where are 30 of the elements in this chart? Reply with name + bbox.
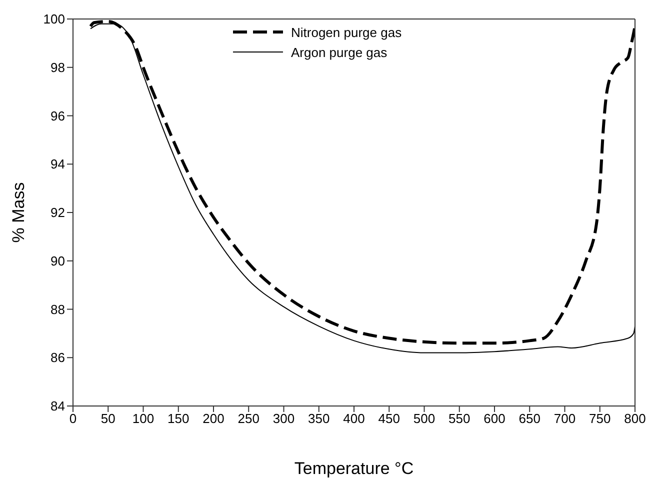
x-tick-label: 400: [343, 411, 365, 426]
x-tick-label: 0: [69, 411, 77, 426]
x-tick-label: 100: [132, 411, 154, 426]
y-tick-label: 94: [50, 156, 65, 172]
x-tick-label: 550: [448, 411, 470, 426]
legend-label: Nitrogen purge gas: [291, 24, 402, 40]
x-tick-label: 750: [589, 411, 611, 426]
y-tick-label: 98: [50, 60, 65, 75]
y-tick-label: 90: [50, 253, 65, 268]
x-tick-label: 800: [624, 411, 646, 426]
x-axis-title: Temperature °C: [294, 459, 414, 478]
y-tick-label: 92: [50, 205, 65, 220]
x-tick-label: 650: [518, 411, 540, 426]
x-tick-label: 350: [308, 411, 330, 426]
x-tick-label: 150: [168, 411, 190, 426]
x-tick-label: 700: [554, 411, 576, 426]
y-tick-label: 84: [50, 398, 65, 414]
x-tick-label: 500: [413, 411, 436, 426]
x-tick-label: 50: [100, 411, 116, 426]
x-tick-label: 200: [202, 411, 224, 426]
x-tick-label: 250: [238, 411, 260, 426]
x-tick-label: 450: [378, 411, 400, 426]
y-tick-label: 100: [43, 12, 65, 27]
y-axis-title: % Mass: [9, 182, 28, 243]
legend-label: Argon purge gas: [291, 44, 388, 60]
y-tick-label: 88: [50, 302, 65, 317]
x-tick-label: 300: [272, 411, 295, 426]
y-tick-label: 96: [50, 108, 65, 124]
x-tick-label: 600: [484, 411, 506, 426]
y-tick-label: 86: [50, 350, 65, 366]
